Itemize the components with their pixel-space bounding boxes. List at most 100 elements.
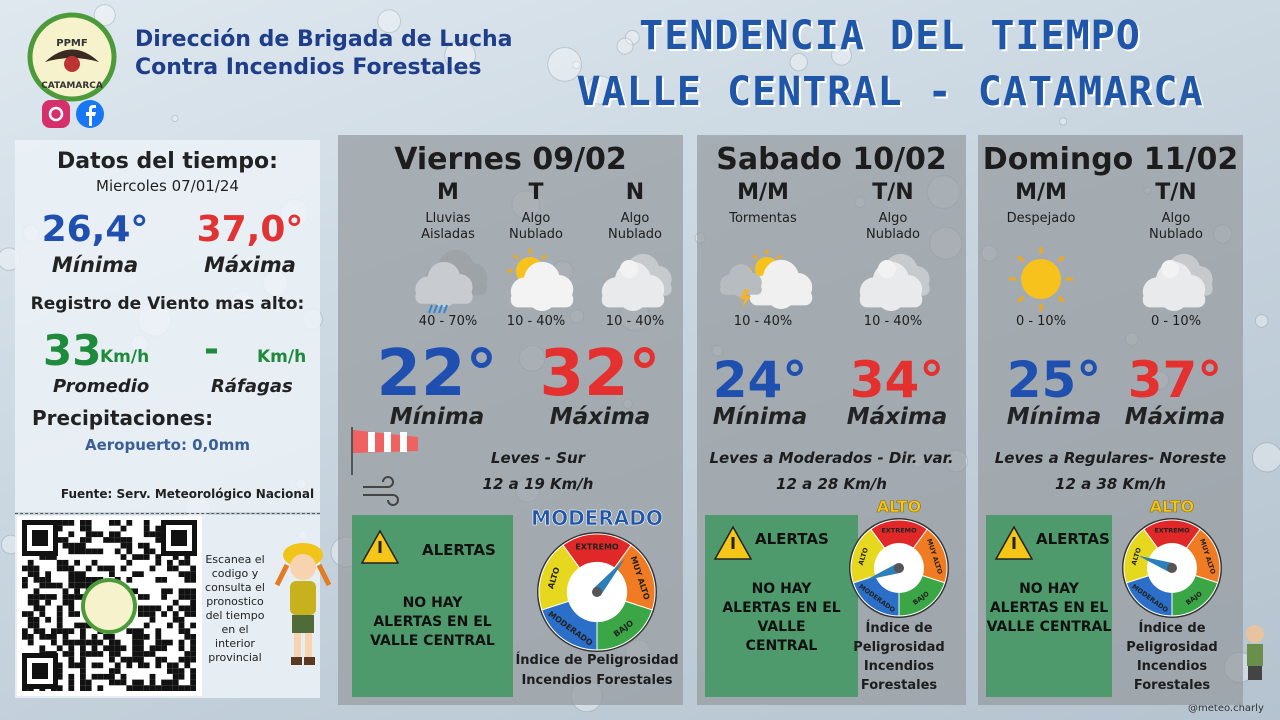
qr-module xyxy=(80,634,86,640)
qr-module xyxy=(68,679,75,686)
qr-module xyxy=(190,571,196,577)
qr-module xyxy=(149,565,156,572)
qr-module xyxy=(33,588,40,595)
qr-module xyxy=(85,651,92,657)
period-prob: 10 - 40% xyxy=(863,314,923,329)
qr-module xyxy=(85,548,92,555)
qr-module xyxy=(184,577,191,583)
qr-module xyxy=(91,634,98,640)
qr-module xyxy=(56,582,63,589)
danger-caption: Peligrosidad xyxy=(853,640,945,655)
qr-module xyxy=(184,588,191,595)
min-label: Mínima xyxy=(389,404,485,430)
qr-module xyxy=(138,611,144,617)
qr-module xyxy=(109,634,115,640)
droplet xyxy=(572,60,581,70)
qr-module xyxy=(62,628,69,634)
author-head xyxy=(1246,625,1264,643)
qr-module xyxy=(126,656,133,663)
wind-gust-unit: Km/h xyxy=(257,347,307,367)
qr-module xyxy=(184,554,191,560)
qr-module xyxy=(22,634,28,640)
sun-ray xyxy=(1057,255,1065,263)
qr-module xyxy=(62,565,69,572)
qr-module xyxy=(109,673,115,680)
qr-module xyxy=(97,548,104,555)
mascot-hair xyxy=(274,563,332,587)
max-label: Máxima xyxy=(549,404,651,430)
qr-module xyxy=(126,559,133,566)
danger-caption: Incendios xyxy=(1136,659,1208,674)
moon xyxy=(1161,260,1179,278)
qr-module xyxy=(178,685,185,691)
qr-module xyxy=(178,639,185,646)
qr-text-line: consulta el xyxy=(205,581,265,594)
moon xyxy=(878,260,896,278)
qr-module xyxy=(80,548,86,555)
alert-title: ALERTAS xyxy=(422,541,496,559)
qr-module xyxy=(109,668,115,674)
sun-ray xyxy=(541,254,547,260)
danger-caption: Forestales xyxy=(860,678,938,693)
gauge-label: EXTREMO xyxy=(575,542,619,551)
period-desc: Despejado xyxy=(1006,211,1076,226)
max-temp: 34° xyxy=(849,351,945,409)
qr-module xyxy=(143,662,150,669)
qr-module xyxy=(56,525,63,532)
qr-module xyxy=(51,594,57,600)
alert-title: ALERTAS xyxy=(755,530,829,548)
qr-module xyxy=(33,616,40,623)
droplet xyxy=(831,44,853,66)
qr-module xyxy=(62,537,69,543)
qr-module xyxy=(120,565,127,572)
qr-module xyxy=(132,634,138,640)
qr-module xyxy=(109,571,115,577)
qr-module xyxy=(184,611,191,617)
qr-module xyxy=(155,685,162,691)
qr-module xyxy=(143,525,150,532)
mascot-shorts xyxy=(292,615,314,633)
qr-module xyxy=(80,645,86,652)
qr-module xyxy=(51,634,57,640)
qr-text-line: del tiempo xyxy=(205,609,265,622)
qr-module xyxy=(109,639,115,646)
qr-module xyxy=(103,645,109,652)
current-date: Miercoles 07/01/24 xyxy=(96,177,239,195)
qr-module xyxy=(149,645,156,652)
qr-module xyxy=(132,679,138,686)
qr-module xyxy=(27,565,34,572)
qr-module xyxy=(138,651,144,657)
period-prob: 40 - 70% xyxy=(418,314,478,329)
qr-module xyxy=(114,639,121,646)
qr-module xyxy=(39,628,46,634)
droplet xyxy=(828,91,843,105)
logo-fire xyxy=(64,56,80,72)
qr-module xyxy=(178,588,185,595)
qr-module xyxy=(68,599,75,606)
qr-module xyxy=(80,673,86,680)
droplet xyxy=(1059,117,1068,126)
qr-module xyxy=(190,577,196,583)
qr-module xyxy=(178,559,185,566)
author-figure xyxy=(1246,625,1264,680)
qr-module xyxy=(161,577,167,583)
day-panel: EXTREMO MUY ALTO BAJO MODERADO ALTO Viernes 0… xyxy=(338,135,683,705)
qr-module xyxy=(184,628,191,634)
instagram-lens xyxy=(48,106,64,122)
qr-module xyxy=(161,656,167,663)
droplet xyxy=(93,4,116,27)
qr-module xyxy=(114,645,121,652)
qr-module xyxy=(149,611,156,617)
qr-module xyxy=(155,639,162,646)
qr-module xyxy=(178,622,185,629)
qr-module xyxy=(132,554,138,560)
qr-module xyxy=(97,565,104,572)
qr-module xyxy=(80,662,86,669)
logo: PPMF CATAMARCA xyxy=(27,12,117,102)
qr-module xyxy=(56,628,63,634)
qr-module xyxy=(109,645,115,652)
qr-module xyxy=(143,520,150,526)
danger-caption: Índice de Peligrosidad xyxy=(515,653,679,668)
wind-desc: Leves - Sur xyxy=(490,449,586,467)
